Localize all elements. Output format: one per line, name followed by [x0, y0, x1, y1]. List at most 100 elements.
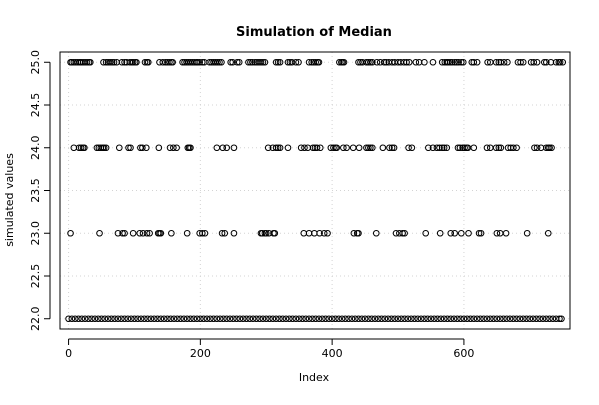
data-point: [369, 58, 376, 66]
data-point: [233, 315, 240, 323]
data-point: [271, 229, 279, 237]
data-point: [78, 315, 86, 323]
data-point: [355, 315, 362, 323]
data-point: [216, 315, 224, 323]
data-point: [216, 58, 223, 66]
data-point: [259, 315, 267, 323]
data-point: [390, 144, 398, 152]
data-point: [166, 144, 174, 152]
data-point: [392, 229, 400, 237]
data-point: [473, 315, 481, 323]
data-point: [257, 58, 265, 66]
data-point: [200, 315, 207, 323]
data-point: [258, 229, 266, 237]
data-point: [542, 315, 550, 323]
data-point: [169, 58, 176, 66]
data-point: [143, 144, 150, 152]
data-point: [401, 315, 408, 323]
data-point: [350, 229, 358, 237]
data-point: [196, 58, 203, 66]
data-point: [114, 315, 122, 323]
data-point: [297, 144, 305, 152]
data-point: [187, 144, 194, 152]
data-point: [536, 315, 543, 323]
data-point: [548, 144, 555, 152]
data-point: [444, 58, 452, 66]
data-point: [440, 144, 448, 152]
data-point: [160, 315, 168, 323]
data-point: [384, 315, 392, 323]
data-point: [206, 315, 214, 323]
data-point: [549, 315, 557, 323]
data-point: [143, 229, 151, 237]
data-point: [526, 315, 534, 323]
data-point: [358, 315, 366, 323]
data-point: [173, 144, 180, 152]
data-point: [116, 144, 123, 152]
data-point: [124, 315, 132, 323]
data-point: [467, 315, 474, 323]
data-point: [83, 58, 91, 66]
data-point: [155, 144, 163, 152]
data-point: [125, 144, 132, 152]
data-point: [316, 144, 324, 152]
data-point: [133, 58, 140, 66]
data-point: [519, 315, 527, 323]
data-point: [454, 144, 462, 152]
data-point: [405, 144, 412, 152]
data-point: [247, 58, 254, 66]
data-point: [455, 58, 462, 66]
data-point: [411, 315, 418, 323]
data-point: [88, 315, 95, 323]
data-point: [71, 315, 79, 323]
data-point: [497, 58, 505, 66]
data-point: [556, 315, 563, 323]
data-point: [85, 315, 92, 323]
data-point: [430, 315, 438, 323]
data-point: [316, 229, 323, 237]
data-point: [315, 58, 323, 66]
data-point: [302, 315, 310, 323]
data-point: [94, 315, 102, 323]
data-point: [272, 58, 280, 66]
data-point: [106, 58, 114, 66]
data-point: [486, 315, 494, 323]
data-point: [558, 315, 565, 323]
data-point: [495, 144, 503, 152]
data-point: [342, 315, 349, 323]
data-point: [365, 144, 372, 152]
data-point: [429, 144, 437, 152]
data-point: [367, 58, 374, 66]
data-point: [157, 229, 165, 237]
data-point: [447, 229, 455, 237]
data-point: [440, 315, 448, 323]
data-point: [477, 315, 484, 323]
data-point: [463, 315, 471, 323]
data-point: [388, 315, 395, 323]
data-point: [98, 315, 105, 323]
data-point: [229, 58, 236, 66]
data-point: [438, 144, 446, 152]
data-point: [480, 315, 487, 323]
data-point: [193, 315, 201, 323]
data-point: [510, 144, 517, 152]
data-point: [355, 58, 362, 66]
data-point: [223, 144, 231, 152]
data-point: [108, 315, 115, 323]
data-point: [295, 315, 303, 323]
data-point: [154, 315, 161, 323]
data-point: [114, 229, 122, 237]
data-point: [134, 315, 142, 323]
data-point: [399, 229, 406, 237]
data-point: [159, 58, 167, 66]
data-point: [493, 229, 501, 237]
data-point: [523, 315, 530, 323]
data-point: [500, 315, 507, 323]
data-point: [104, 315, 112, 323]
data-point: [401, 229, 408, 237]
data-point: [539, 315, 547, 323]
data-point: [470, 144, 478, 152]
data-point: [457, 58, 465, 66]
data-point: [300, 229, 308, 237]
data-point: [523, 229, 531, 237]
